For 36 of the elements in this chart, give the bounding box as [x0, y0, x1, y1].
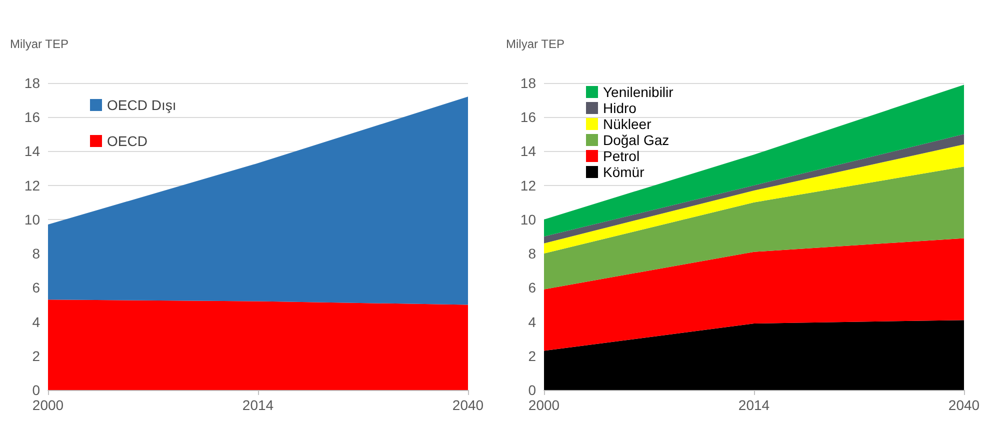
y-tick-label: 0 [528, 382, 536, 398]
y-tick-label: 2 [528, 348, 536, 364]
y-axis-title: Milyar TEP [506, 37, 564, 51]
y-tick-label: 8 [32, 246, 40, 262]
y-tick-label: 16 [520, 109, 536, 126]
x-tick-label: 2040 [452, 397, 484, 413]
x-tick-label: 2000 [528, 397, 560, 413]
y-tick-label: 12 [520, 177, 536, 194]
y-tick-label: 18 [24, 75, 40, 91]
y-tick-label: 16 [24, 109, 40, 126]
y-tick-label: 10 [520, 211, 536, 228]
legend-label: Yenilenibilir [603, 84, 674, 100]
y-tick-label: 8 [528, 246, 536, 262]
y-tick-label: 6 [528, 280, 536, 296]
legend-label: Hidro [603, 100, 637, 116]
y-tick-label: 14 [520, 143, 536, 160]
legend-label: Nükleer [603, 116, 652, 132]
x-tick-label: 2014 [242, 397, 274, 413]
y-tick-label: 0 [32, 382, 40, 398]
y-tick-label: 2 [32, 348, 40, 364]
y-tick-label: 4 [528, 314, 536, 330]
x-tick-label: 2040 [948, 397, 980, 413]
y-tick-label: 14 [24, 143, 40, 160]
x-tick-label: 2014 [738, 397, 770, 413]
legend-label: Petrol [603, 148, 640, 164]
legend-label: OECD [107, 133, 148, 149]
y-tick-label: 18 [520, 75, 536, 91]
legend-label: Doğal Gaz [603, 132, 670, 148]
y-tick-label: 12 [24, 177, 40, 194]
legend-label: Kömür [603, 164, 645, 180]
legend-label: OECD Dışı [107, 97, 176, 113]
x-tick-label: 2000 [32, 397, 64, 413]
y-tick-label: 4 [32, 314, 40, 330]
y-tick-label: 6 [32, 280, 40, 296]
y-tick-label: 10 [24, 211, 40, 228]
y-axis-title: Milyar TEP [10, 37, 68, 51]
